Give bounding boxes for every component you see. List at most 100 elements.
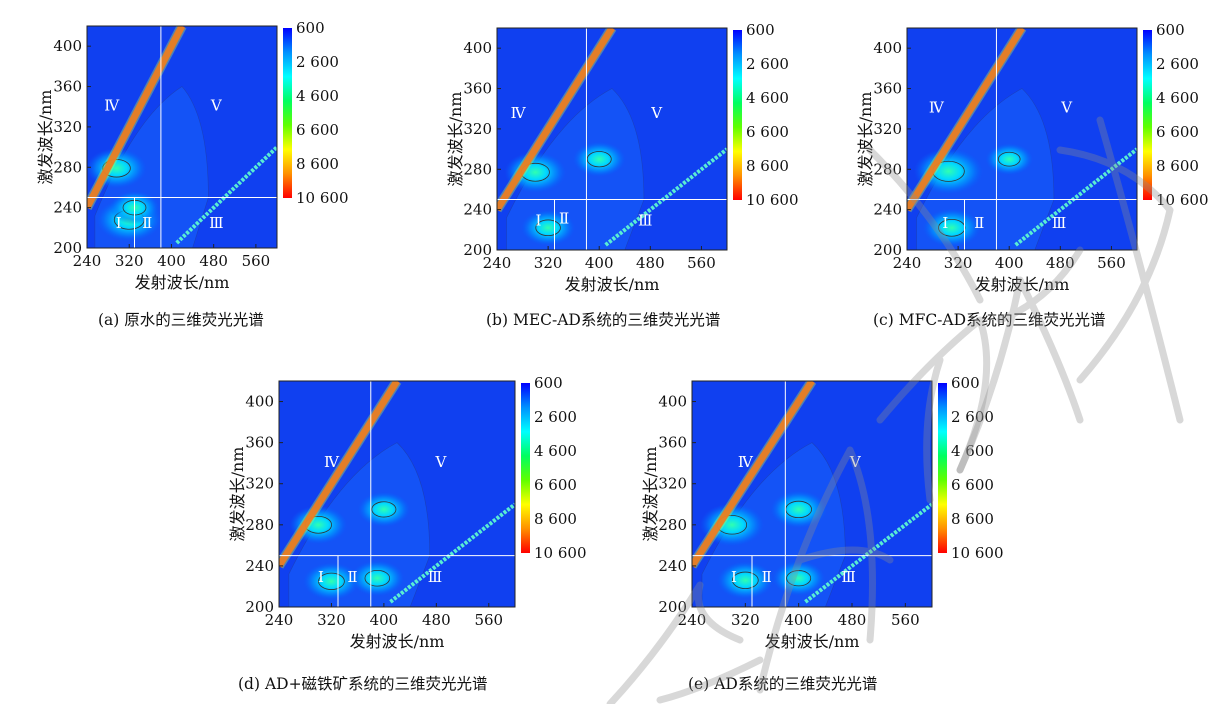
colorbar-tick-label: 2 600 — [534, 408, 577, 426]
x-axis-label: 发射波长/nm — [565, 275, 660, 294]
plot-frame — [496, 27, 728, 251]
fluorescence-peak — [303, 562, 360, 601]
region-label: Ⅳ — [738, 453, 754, 471]
y-tick-label: 360 — [53, 78, 82, 96]
peak-contour — [786, 570, 812, 587]
y-tick-label: 280 — [873, 160, 902, 178]
rayleigh-scatter-halo — [279, 381, 402, 569]
colorbar-tick-label: 10 600 — [296, 189, 349, 207]
y-tick-label: 200 — [53, 239, 82, 257]
region-label: Ⅲ — [638, 212, 652, 230]
rayleigh-scatter-halo — [497, 28, 617, 213]
peak-contour — [371, 501, 397, 518]
plot-frame — [691, 380, 933, 608]
y-tick-label: 200 — [658, 598, 687, 616]
y-tick-label: 200 — [873, 241, 902, 259]
plot-frame — [86, 25, 278, 249]
region-label: Ⅱ — [559, 210, 569, 228]
plot-frame — [906, 27, 1138, 251]
fluorescence-peak — [717, 561, 774, 600]
colorbar-tick-label: 600 — [534, 374, 563, 392]
plot-frame — [278, 380, 516, 608]
fluorescence-peak — [985, 143, 1033, 176]
colorbar-tick-label: 4 600 — [534, 442, 577, 460]
colorbar-tick-label: 2 600 — [746, 55, 789, 73]
x-axis-label: 发射波长/nm — [135, 273, 230, 292]
colorbar-tick-label: 6 600 — [746, 123, 789, 141]
colorbar-tick-label: 4 600 — [746, 89, 789, 107]
region-label: Ⅳ — [511, 104, 527, 122]
y-tick-label: 280 — [658, 516, 687, 534]
x-tick-label: 400 — [995, 254, 1024, 272]
y-tick-label: 360 — [245, 434, 274, 452]
rayleigh-scatter-band — [279, 381, 400, 568]
fluorescence-peak — [699, 503, 765, 547]
fluorescence-peak — [770, 490, 827, 529]
y-tick-label: 400 — [245, 393, 274, 411]
x-tick-label: 400 — [157, 252, 186, 270]
y-tick-label: 240 — [658, 557, 687, 575]
chart-panel-b: Ⅰ Ⅱ Ⅲ Ⅳ Ⅴ 240 320 400 480 560 200 240 280 320 360 400 发射… — [446, 14, 812, 329]
second-order-scatter-band — [604, 147, 727, 247]
region-label: Ⅰ — [318, 568, 324, 586]
y-tick-label: 320 — [245, 475, 274, 493]
x-tick-label: 560 — [242, 252, 271, 270]
colorbar-tick-label: 600 — [951, 374, 980, 392]
colorbar-tick-label: 6 600 — [534, 476, 577, 494]
fluorescence-peak — [521, 209, 576, 246]
x-tick-label: 400 — [370, 611, 399, 629]
chart-panel-a: Ⅰ Ⅱ Ⅲ Ⅳ Ⅴ 240 320 400 480 560 200 240 280 320 360 400 发射… — [36, 14, 362, 329]
colorbar-tick-label: 8 600 — [296, 155, 339, 173]
rayleigh-scatter-band — [87, 26, 186, 210]
second-order-scatter-band — [1014, 147, 1137, 247]
x-tick-label: 400 — [585, 254, 614, 272]
y-tick-label: 280 — [245, 516, 274, 534]
rayleigh-scatter-halo — [692, 381, 817, 569]
x-tick-label: 560 — [474, 611, 503, 629]
region-label: Ⅲ — [1052, 214, 1066, 232]
x-axis-label: 发射波长/nm — [350, 632, 445, 651]
peak-contour — [102, 159, 131, 178]
region-label: Ⅲ — [428, 568, 442, 586]
y-tick-label: 320 — [53, 118, 82, 136]
second-order-scatter-band — [389, 502, 515, 604]
region-label: Ⅲ — [209, 214, 223, 232]
y-tick-label: 400 — [53, 37, 82, 55]
y-tick-label: 400 — [658, 393, 687, 411]
y-tick-label: 360 — [658, 434, 687, 452]
colorbar — [521, 383, 530, 553]
x-tick-label: 240 — [73, 252, 102, 270]
figure-caption: (c) MFC-AD系统的三维荧光光谱 — [873, 311, 1106, 329]
region-label: Ⅰ — [116, 214, 122, 232]
peak-contour — [535, 219, 561, 237]
region-label: Ⅰ — [942, 214, 948, 232]
figure-caption: (b) MEC-AD系统的三维荧光光谱 — [486, 311, 721, 329]
region-label: Ⅲ — [841, 568, 855, 586]
fluorescence-peak — [350, 560, 405, 597]
chart-panel-e: Ⅰ Ⅱ Ⅲ Ⅳ Ⅴ 240 320 400 480 560 200 240 280 320 360 400 发射… — [641, 367, 1017, 693]
rayleigh-scatter-band — [497, 28, 615, 212]
peak-contour — [318, 572, 345, 590]
region-label: Ⅳ — [104, 97, 120, 115]
y-tick-label: 240 — [245, 557, 274, 575]
colorbar — [1143, 30, 1152, 200]
y-tick-label: 400 — [873, 39, 902, 57]
y-tick-label: 320 — [873, 120, 902, 138]
colorbar-tick-label: 10 600 — [534, 544, 587, 562]
colorbar-tick-label: 8 600 — [1156, 157, 1199, 175]
colorbar-tick-label: 600 — [1156, 21, 1185, 39]
colorbar-tick-label: 4 600 — [951, 442, 994, 460]
fluorescence-peak — [289, 505, 348, 545]
region-label: Ⅳ — [324, 453, 340, 471]
colorbar-tick-label: 8 600 — [534, 510, 577, 528]
chart-panel-c: Ⅰ Ⅱ Ⅲ Ⅳ Ⅴ 240 320 400 480 560 200 240 280 320 360 400 发射… — [856, 14, 1211, 329]
x-tick-label: 480 — [422, 611, 451, 629]
x-tick-label: 560 — [1097, 254, 1126, 272]
region-label: Ⅴ — [650, 104, 663, 122]
y-tick-label: 360 — [463, 80, 492, 98]
colorbar — [938, 383, 947, 553]
region-label: Ⅱ — [762, 568, 772, 586]
colorbar-tick-label: 8 600 — [746, 157, 789, 175]
